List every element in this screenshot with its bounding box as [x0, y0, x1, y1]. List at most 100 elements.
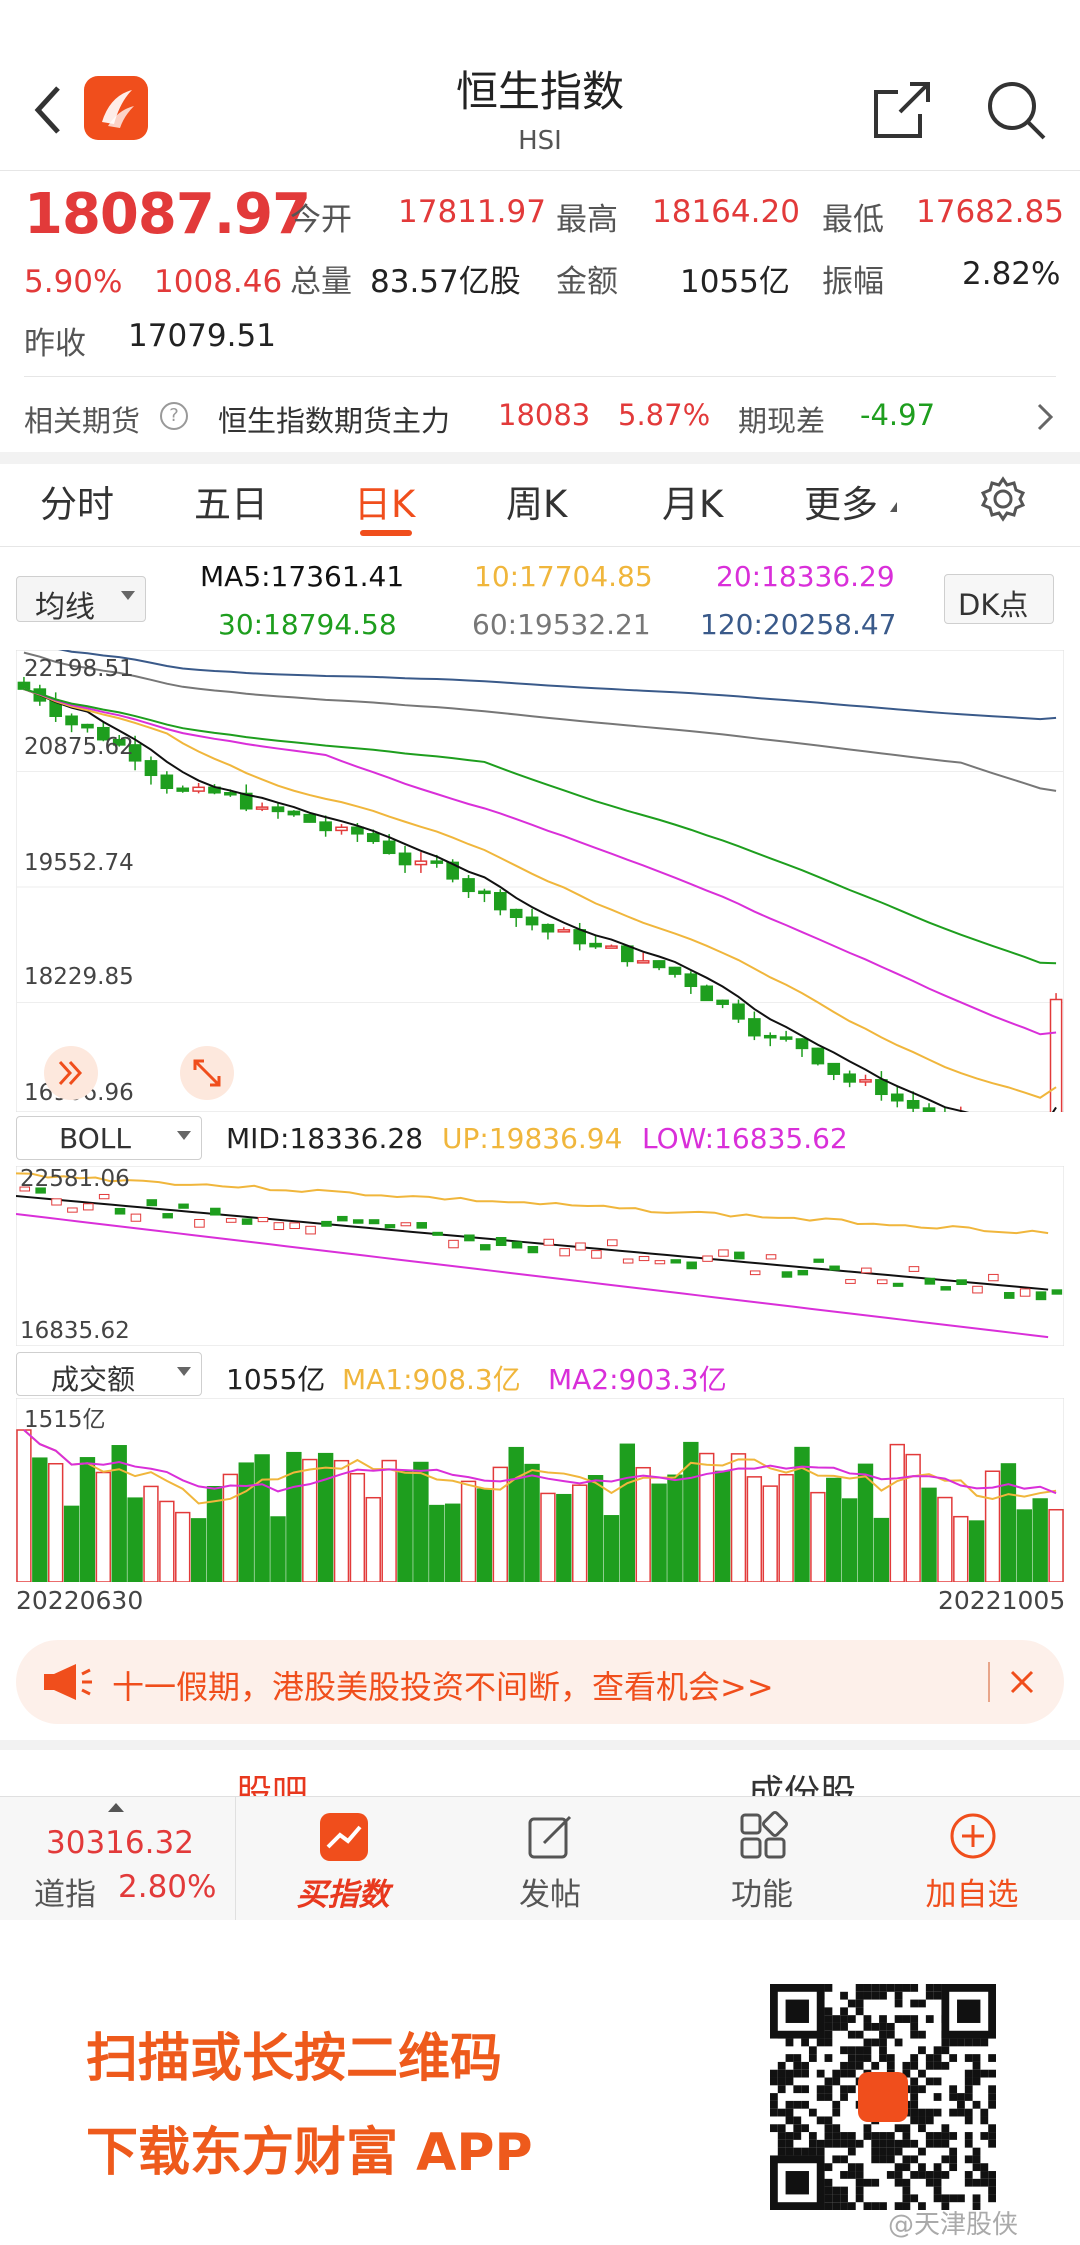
open-label: 今开 — [290, 202, 352, 238]
qr-module — [847, 2139, 856, 2148]
boll-candle — [1019, 1288, 1031, 1297]
boll-candle — [305, 1225, 316, 1235]
ma-line — [57, 650, 1057, 721]
futures-name: 恒生指数期货主力 — [218, 404, 451, 438]
boll-candle — [638, 1256, 650, 1262]
qr-module — [910, 2194, 919, 2203]
qr-module — [910, 2093, 919, 2101]
section-tab-forum[interactable]: 股吧 — [236, 1773, 309, 1796]
qr-module — [972, 2178, 981, 2187]
low-value: 17682.85 — [916, 194, 1064, 230]
volume-bar — [603, 1515, 620, 1582]
ma-selector[interactable]: 均线 — [16, 576, 146, 625]
promo-banner[interactable]: 十一假期，港股美股投资不间断，查看机会>> — [16, 1640, 1064, 1724]
boll-candle — [321, 1220, 332, 1227]
volume-bar — [746, 1476, 763, 1582]
qr-module — [793, 2124, 802, 2133]
section-tab-constituents[interactable]: 成份股 — [748, 1773, 857, 1796]
volume-bar — [333, 1459, 350, 1582]
qr-module — [832, 2155, 841, 2164]
qr-module — [785, 2100, 794, 2109]
qr-module — [918, 2171, 926, 2179]
dk-point-label: DK点 — [958, 588, 1029, 622]
tab-monthly-k[interactable]: 月K — [662, 483, 724, 526]
qr-module — [770, 2100, 778, 2109]
qr-module — [910, 2030, 919, 2039]
function-button[interactable]: 功能 — [672, 1797, 852, 1921]
index-ticker[interactable]: 30316.32 道指 2.80% — [0, 1797, 236, 1921]
chevron-right-icon — [1037, 403, 1054, 431]
qr-module — [886, 2147, 895, 2156]
volume-bar — [762, 1485, 778, 1582]
qr-module — [910, 1984, 919, 1992]
search-icon[interactable] — [984, 78, 1048, 142]
volume-bar — [826, 1477, 842, 1582]
tab-weekly-k[interactable]: 周K — [506, 483, 568, 526]
qr-module — [894, 2038, 903, 2047]
tab-more[interactable]: 更多 — [804, 483, 878, 526]
qr-module — [941, 2124, 950, 2133]
expand-left-icon[interactable] — [44, 1046, 98, 1100]
qr-module — [941, 2194, 950, 2203]
tab-5day[interactable]: 五日 — [194, 483, 268, 526]
close-icon[interactable] — [1008, 1668, 1036, 1696]
qr-logo — [858, 2072, 908, 2122]
page-subtitle: HSI — [518, 126, 562, 156]
last-price: 18087.97 — [24, 182, 311, 247]
qr-module — [902, 2015, 911, 2023]
chart-frame — [16, 1166, 1064, 1346]
qr-module — [964, 2093, 973, 2101]
qr-module — [902, 2186, 911, 2195]
tab-daily-k[interactable]: 日K — [354, 483, 416, 526]
share-icon[interactable] — [870, 78, 934, 142]
qr-module — [832, 2124, 841, 2133]
qr-module — [808, 2132, 817, 2140]
banner-text: 十一假期，港股美股投资不间断，查看机会>> — [112, 1668, 774, 1706]
kline-chart[interactable] — [16, 650, 1064, 1112]
app-logo-icon — [84, 76, 148, 140]
qr-module — [777, 2061, 786, 2070]
boll-selector[interactable]: BOLL — [16, 1116, 202, 1160]
boll-candle — [1051, 1289, 1063, 1295]
volume-selector[interactable]: 成交额 — [16, 1352, 202, 1396]
qr-module — [988, 2054, 996, 2062]
fullscreen-icon[interactable] — [180, 1046, 234, 1100]
volume-bar — [317, 1452, 334, 1582]
qr-module — [980, 2038, 989, 2047]
amount-value: 1055亿 — [680, 264, 790, 300]
candle — [748, 1018, 761, 1037]
qr-module — [894, 2178, 903, 2187]
futures-label: 相关期货 — [24, 404, 141, 438]
qr-module — [785, 2038, 794, 2047]
volume-chart[interactable] — [16, 1398, 1064, 1582]
boll-candle — [876, 1279, 888, 1285]
help-icon[interactable]: ? — [160, 402, 188, 430]
qr-module — [949, 2093, 958, 2101]
add-watchlist-button[interactable]: 加自选 — [882, 1797, 1062, 1921]
qr-module — [902, 2202, 911, 2210]
dk-point-button[interactable]: DK点 — [944, 574, 1054, 624]
candle — [1049, 998, 1063, 1112]
qr-module — [855, 1999, 864, 2008]
open-value: 17811.97 — [398, 194, 546, 230]
boll-candle — [162, 1213, 173, 1219]
qr-module — [801, 2147, 809, 2156]
settings-gear-icon[interactable] — [980, 476, 1026, 522]
qr-module — [988, 2085, 996, 2094]
ma-line — [23, 688, 1057, 1036]
back-arrow-icon[interactable] — [30, 80, 70, 140]
qr-module — [816, 2116, 825, 2125]
boll-candle — [337, 1215, 348, 1222]
qr-module — [933, 1991, 942, 2000]
qr-module — [785, 2077, 794, 2086]
candle — [922, 1107, 936, 1112]
boll-chart[interactable] — [16, 1166, 1064, 1346]
buy-index-button[interactable]: 买指数 — [248, 1797, 438, 1921]
tab-intraday[interactable]: 分时 — [40, 483, 114, 526]
post-button[interactable]: 发帖 — [460, 1797, 640, 1921]
qr-module — [824, 2132, 833, 2140]
qr-module — [894, 2139, 903, 2148]
candle — [303, 813, 317, 823]
boll-candle — [543, 1238, 555, 1246]
qr-module — [777, 2147, 786, 2156]
